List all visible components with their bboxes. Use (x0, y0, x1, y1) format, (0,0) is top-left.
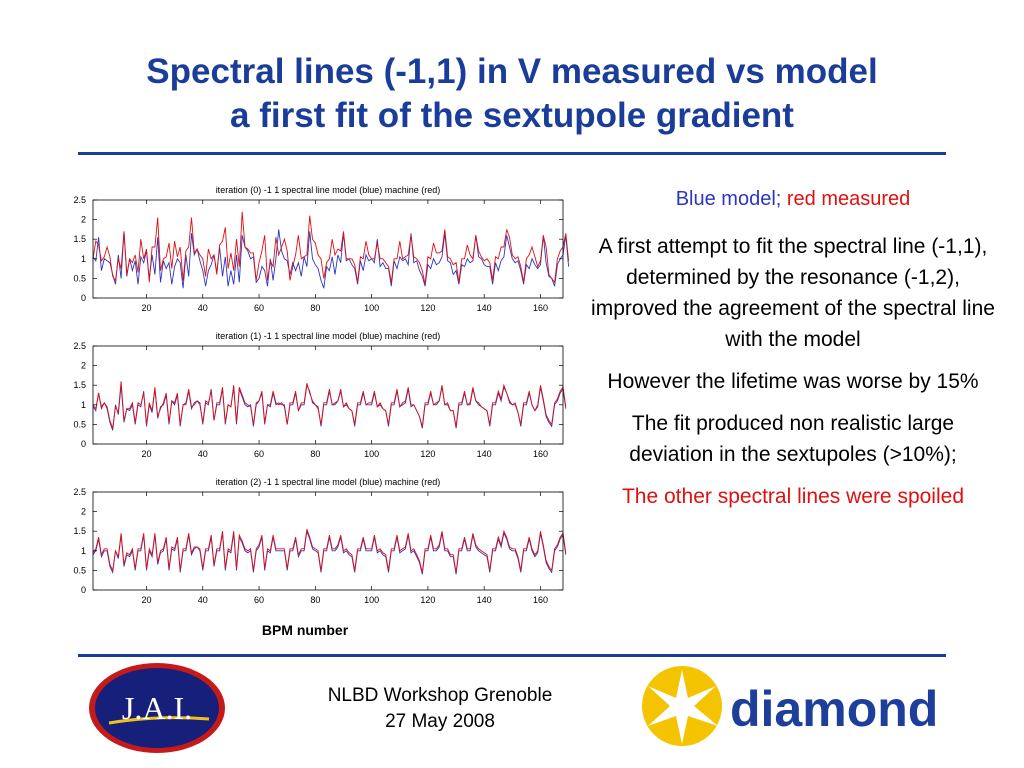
chart-stack: iteration (0) -1 1 spectral line model (… (55, 176, 575, 616)
chart-panel-0: iteration (0) -1 1 spectral line model (… (73, 185, 570, 313)
series-line-model (92, 229, 570, 289)
footer-date: 27 May 2008 (385, 711, 495, 732)
x-tick-label: 20 (141, 595, 151, 605)
y-tick-label: 2 (81, 507, 86, 517)
chart-panel-1: iteration (1) -1 1 spectral line model (… (73, 331, 567, 459)
x-tick-label: 60 (254, 595, 264, 605)
chart-title: iteration (2) -1 1 spectral line model (… (216, 477, 441, 487)
y-tick-label: 1 (81, 546, 86, 556)
diamond-logo: diamond (642, 666, 938, 746)
text-block-lifetime: However the lifetime was worse by 15% (607, 370, 979, 393)
y-tick-label: 2 (81, 361, 86, 371)
series-line-measured (92, 381, 567, 429)
y-tick-label: 1.5 (73, 380, 86, 390)
x-tick-label: 20 (141, 303, 151, 313)
series-line-measured (92, 211, 570, 285)
slide-title-line-1: Spectral lines (-1,1) in V measured vs m… (146, 52, 878, 91)
jai-logo-text: J.A.I. (122, 690, 192, 726)
bottom-divider (78, 654, 946, 657)
x-tick-label: 40 (198, 449, 208, 459)
x-tick-label: 80 (310, 595, 320, 605)
slide-title: Spectral lines (-1,1) in V measured vs m… (40, 50, 984, 138)
series-line-model (92, 531, 567, 575)
y-tick-label: 2.5 (73, 487, 86, 497)
y-tick-label: 0 (81, 585, 86, 595)
y-tick-label: 0.5 (73, 273, 86, 283)
jai-logo: J.A.I. (89, 663, 225, 753)
y-tick-label: 2.5 (73, 195, 86, 205)
x-tick-label: 160 (533, 303, 548, 313)
text-block-fit-attempt: A first attempt to fit the spectral line… (591, 235, 995, 351)
plot-frame (92, 199, 564, 299)
slide-title-line-2: a first fit of the sextupole gradient (230, 96, 794, 135)
y-tick-label: 0.5 (73, 565, 86, 575)
series-line-measured (92, 529, 567, 573)
x-tick-label: 60 (254, 303, 264, 313)
plot-frame (92, 491, 564, 591)
x-axis-label: BPM number (261, 622, 349, 638)
text-block-spoiled-lines: The other spectral lines were spoiled (621, 485, 964, 508)
x-tick-label: 160 (533, 595, 548, 605)
diamond-wordmark: diamond (730, 681, 938, 737)
footer-event: NLBD Workshop Grenoble (327, 685, 553, 706)
x-tick-label: 60 (254, 449, 264, 459)
y-tick-label: 2 (81, 215, 86, 225)
chart-panel-2: iteration (2) -1 1 spectral line model (… (73, 477, 567, 605)
x-tick-label: 160 (533, 449, 548, 459)
plot-frame (92, 345, 564, 445)
legend-line: Blue model; red measured (588, 188, 998, 211)
y-tick-label: 0.5 (73, 419, 86, 429)
spectral-line-charts: iteration (0) -1 1 spectral line model (… (73, 185, 570, 605)
x-tick-label: 20 (141, 449, 151, 459)
x-tick-label: 120 (420, 595, 435, 605)
x-tick-label: 80 (310, 449, 320, 459)
footer: NLBD Workshop Grenoble 27 May 2008 (280, 683, 600, 735)
diamond-burst-icon (642, 666, 722, 746)
x-tick-label: 140 (477, 595, 492, 605)
y-tick-label: 0 (81, 293, 86, 303)
x-tick-label: 120 (420, 449, 435, 459)
y-tick-label: 1.5 (73, 234, 86, 244)
legend-model-label: Blue model; (675, 188, 782, 210)
x-tick-label: 40 (198, 303, 208, 313)
x-tick-label: 80 (310, 303, 320, 313)
y-tick-label: 1 (81, 400, 86, 410)
top-divider (78, 152, 946, 155)
right-text-panel: Blue model; red measured A first attempt… (588, 188, 998, 523)
x-tick-label: 100 (364, 303, 379, 313)
chart-title: iteration (1) -1 1 spectral line model (… (216, 331, 441, 341)
x-tick-label: 120 (420, 303, 435, 313)
jai-logo-disc (95, 668, 219, 748)
x-tick-label: 140 (477, 449, 492, 459)
series-line-model (92, 383, 567, 431)
y-tick-label: 1.5 (73, 526, 86, 536)
diamond-burst-star (648, 670, 718, 744)
y-tick-label: 2.5 (73, 341, 86, 351)
chart-title: iteration (0) -1 1 spectral line model (… (216, 185, 441, 195)
jai-logo-swoosh (108, 716, 210, 725)
y-tick-label: 1 (81, 254, 86, 264)
legend-measured-label: red measured (786, 188, 911, 210)
y-tick-label: 0 (81, 439, 86, 449)
x-tick-label: 100 (364, 595, 379, 605)
x-tick-label: 140 (477, 303, 492, 313)
x-tick-label: 40 (198, 595, 208, 605)
text-block-sextupole-deviation: The fit produced non realistic large dev… (629, 412, 957, 466)
x-tick-label: 100 (364, 449, 379, 459)
